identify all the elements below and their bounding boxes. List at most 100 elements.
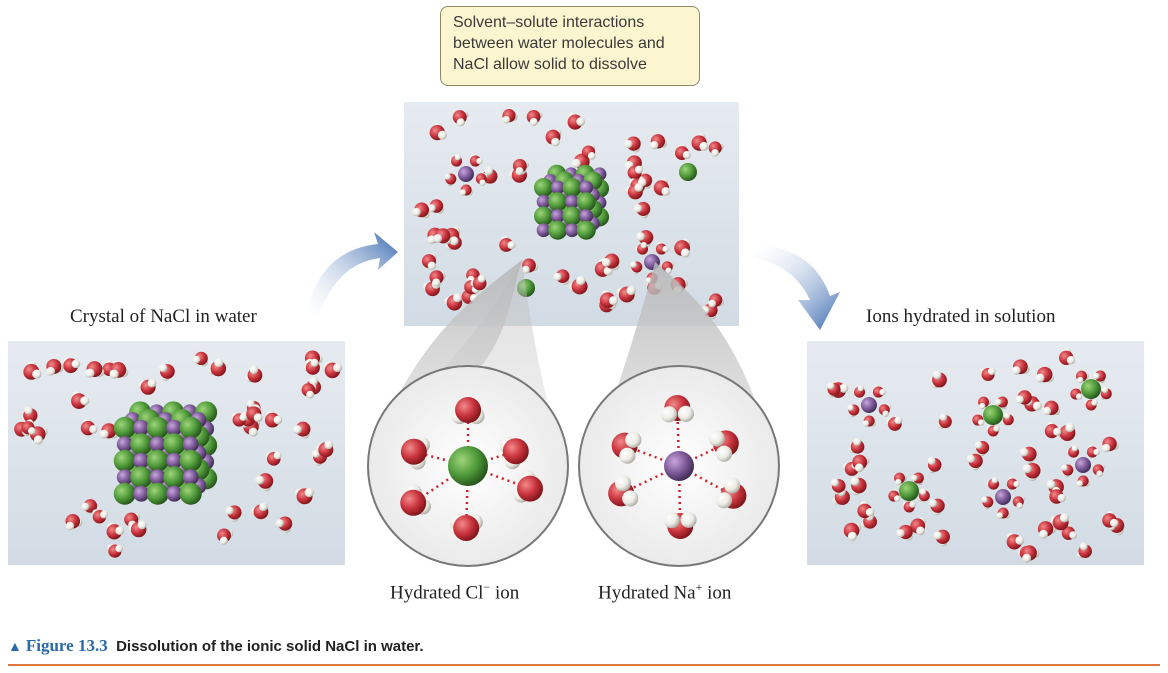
- chloride-ion: [179, 416, 202, 439]
- water-molecule: [653, 178, 671, 196]
- interaction-line: [624, 444, 680, 468]
- hydrogen-atom: [1038, 529, 1048, 539]
- water-molecule: [217, 528, 234, 545]
- hydrated-chloride: [888, 472, 930, 513]
- hydrogen-atom: [865, 507, 875, 517]
- water-molecule: [225, 505, 242, 522]
- hydrogen-atom: [502, 115, 511, 124]
- chloride-ion: [562, 206, 582, 226]
- na-label-sup: +: [695, 580, 703, 594]
- hydrogen-atom: [449, 236, 459, 246]
- left-panel-label: Crystal of NaCl in water: [70, 306, 257, 327]
- sodium-ion: [116, 469, 133, 486]
- water-molecule: [1102, 510, 1119, 528]
- water-molecule: [715, 477, 747, 509]
- hydrogen-atom: [444, 173, 451, 180]
- water-molecule: [1066, 444, 1080, 458]
- water-molecule: [581, 143, 596, 160]
- sodium-ion: [550, 180, 565, 195]
- water-molecule: [1092, 464, 1105, 477]
- hydrogen-atom: [1059, 513, 1070, 523]
- hydrated-chloride: [1070, 370, 1112, 411]
- chloride-ion: [562, 178, 582, 197]
- hydrogen-atom: [626, 285, 636, 296]
- water-molecule: [980, 367, 996, 382]
- nacl-crystal: [113, 401, 218, 505]
- water-molecule: [878, 404, 891, 417]
- water-molecule: [1050, 513, 1070, 531]
- hydrogen-atom: [81, 502, 90, 511]
- water-molecule: [502, 109, 518, 124]
- hydrogen-atom: [551, 137, 560, 147]
- water-molecule: [427, 199, 444, 214]
- hydrogen-atom: [933, 531, 942, 540]
- callout-line-3: NaCl allow solid to dissolve: [453, 56, 647, 73]
- hydrogen-atom: [437, 130, 447, 140]
- hydrogen-atom: [587, 152, 596, 160]
- hydrogen-atom: [1061, 464, 1068, 471]
- hydrogen-atom: [1075, 393, 1083, 400]
- water-molecule: [938, 413, 952, 429]
- hydrated-ions-panel: [807, 341, 1144, 565]
- hydrated-sodium: [981, 476, 1025, 519]
- hydrogen-atom: [310, 358, 319, 367]
- water-molecule: [974, 441, 990, 457]
- hydrogen-atom: [248, 427, 258, 437]
- hydrogen-atom: [1091, 399, 1098, 406]
- water-molecule: [158, 363, 175, 381]
- interaction-line: [412, 464, 469, 504]
- water-molecule: [1044, 421, 1062, 439]
- left-curved-arrow: [305, 232, 398, 318]
- hydrated-chloride: [972, 396, 1014, 437]
- water-molecule: [23, 361, 42, 380]
- caption-rule: [8, 664, 1160, 666]
- water-molecule: [675, 143, 691, 161]
- hydrogen-atom: [624, 139, 633, 149]
- water-molecule: [978, 396, 991, 410]
- hydrogen-atom: [882, 410, 889, 417]
- hydrated-sodium-label: Hydrated Na+ ion: [598, 580, 731, 604]
- water-molecule: [933, 529, 950, 547]
- water-molecule: [910, 517, 926, 536]
- hydrogen-atom: [413, 436, 430, 454]
- hydrated-sodium: [444, 153, 488, 196]
- water-molecule: [691, 133, 709, 151]
- hydrogen-atom: [661, 187, 671, 196]
- water-molecule: [1011, 359, 1030, 375]
- chloride-ion: [146, 482, 169, 505]
- water-molecule: [655, 241, 669, 255]
- hydrogen-atom: [862, 420, 870, 427]
- sodium-ion: [579, 209, 594, 223]
- sodium-ion: [133, 485, 150, 502]
- chloride-ion: [548, 220, 568, 240]
- hydrogen-atom: [660, 406, 678, 423]
- oxygen-atom: [400, 438, 427, 465]
- water-molecule: [499, 436, 529, 470]
- water-molecule: [451, 397, 485, 425]
- water-molecule: [323, 361, 343, 379]
- water-molecule: [911, 472, 924, 486]
- water-molecule: [1077, 542, 1092, 559]
- hydrogen-atom: [1076, 480, 1084, 487]
- hydrogen-atom: [708, 430, 725, 447]
- hydrogen-atom: [225, 506, 234, 515]
- hydrogen-atom: [304, 488, 314, 498]
- water-molecule: [545, 128, 562, 147]
- water-molecule: [636, 230, 654, 248]
- hydrogen-atom: [576, 275, 586, 286]
- hydrogen-atom: [1019, 447, 1029, 457]
- hydrated-chloride-circle: [367, 365, 569, 567]
- hydrogen-atom: [911, 474, 918, 482]
- water-molecule: [1099, 386, 1112, 400]
- hydrogen-atom: [682, 150, 691, 160]
- sodium-ion: [664, 451, 694, 481]
- hydrogen-atom: [1042, 406, 1052, 416]
- water-molecule: [708, 430, 739, 462]
- sodium-ion: [565, 194, 579, 209]
- hydrogen-atom: [1066, 356, 1076, 365]
- water-molecule: [109, 362, 129, 379]
- water-molecule: [1035, 366, 1054, 383]
- hydrogen-atom: [27, 427, 36, 435]
- hydrogen-atom: [1065, 422, 1075, 433]
- chloride-ion: [163, 433, 186, 456]
